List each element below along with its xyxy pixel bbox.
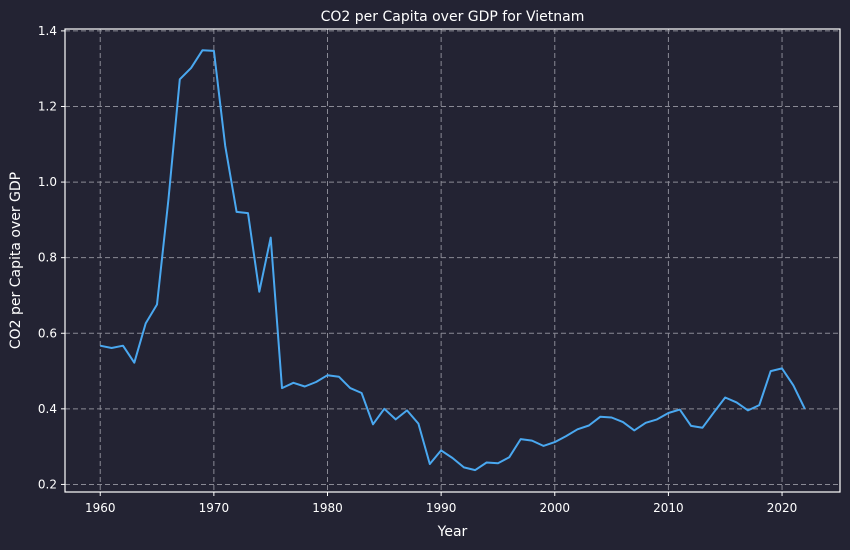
y-axis-label: CO2 per Capita over GDP xyxy=(8,172,24,349)
x-tick-label: 2020 xyxy=(767,501,798,515)
y-tick-label: 1.4 xyxy=(38,24,57,38)
y-tick-label: 0.4 xyxy=(38,402,57,416)
chart-title: CO2 per Capita over GDP for Vietnam xyxy=(321,9,585,25)
x-tick-label: 2000 xyxy=(539,501,570,515)
x-axis-ticks: 1960 1970 1980 1990 2000 2010 2020 xyxy=(85,492,797,515)
x-tick-label: 1990 xyxy=(426,501,457,515)
x-tick-label: 2010 xyxy=(653,501,684,515)
x-tick-label: 1970 xyxy=(199,501,230,515)
y-tick-label: 1.2 xyxy=(38,99,57,113)
y-tick-label: 0.8 xyxy=(38,251,57,265)
y-tick-label: 0.2 xyxy=(38,477,57,491)
plot-frame xyxy=(64,28,841,493)
x-tick-label: 1980 xyxy=(312,501,343,515)
y-axis-ticks: 0.2 0.4 0.6 0.8 1.0 1.2 1.4 xyxy=(38,24,65,491)
series-line xyxy=(100,49,806,472)
x-tick-label: 1960 xyxy=(85,501,116,515)
y-tick-label: 1.0 xyxy=(38,175,57,189)
y-tick-label: 0.6 xyxy=(38,326,57,340)
grid xyxy=(65,29,840,492)
x-axis-label: Year xyxy=(437,524,468,540)
